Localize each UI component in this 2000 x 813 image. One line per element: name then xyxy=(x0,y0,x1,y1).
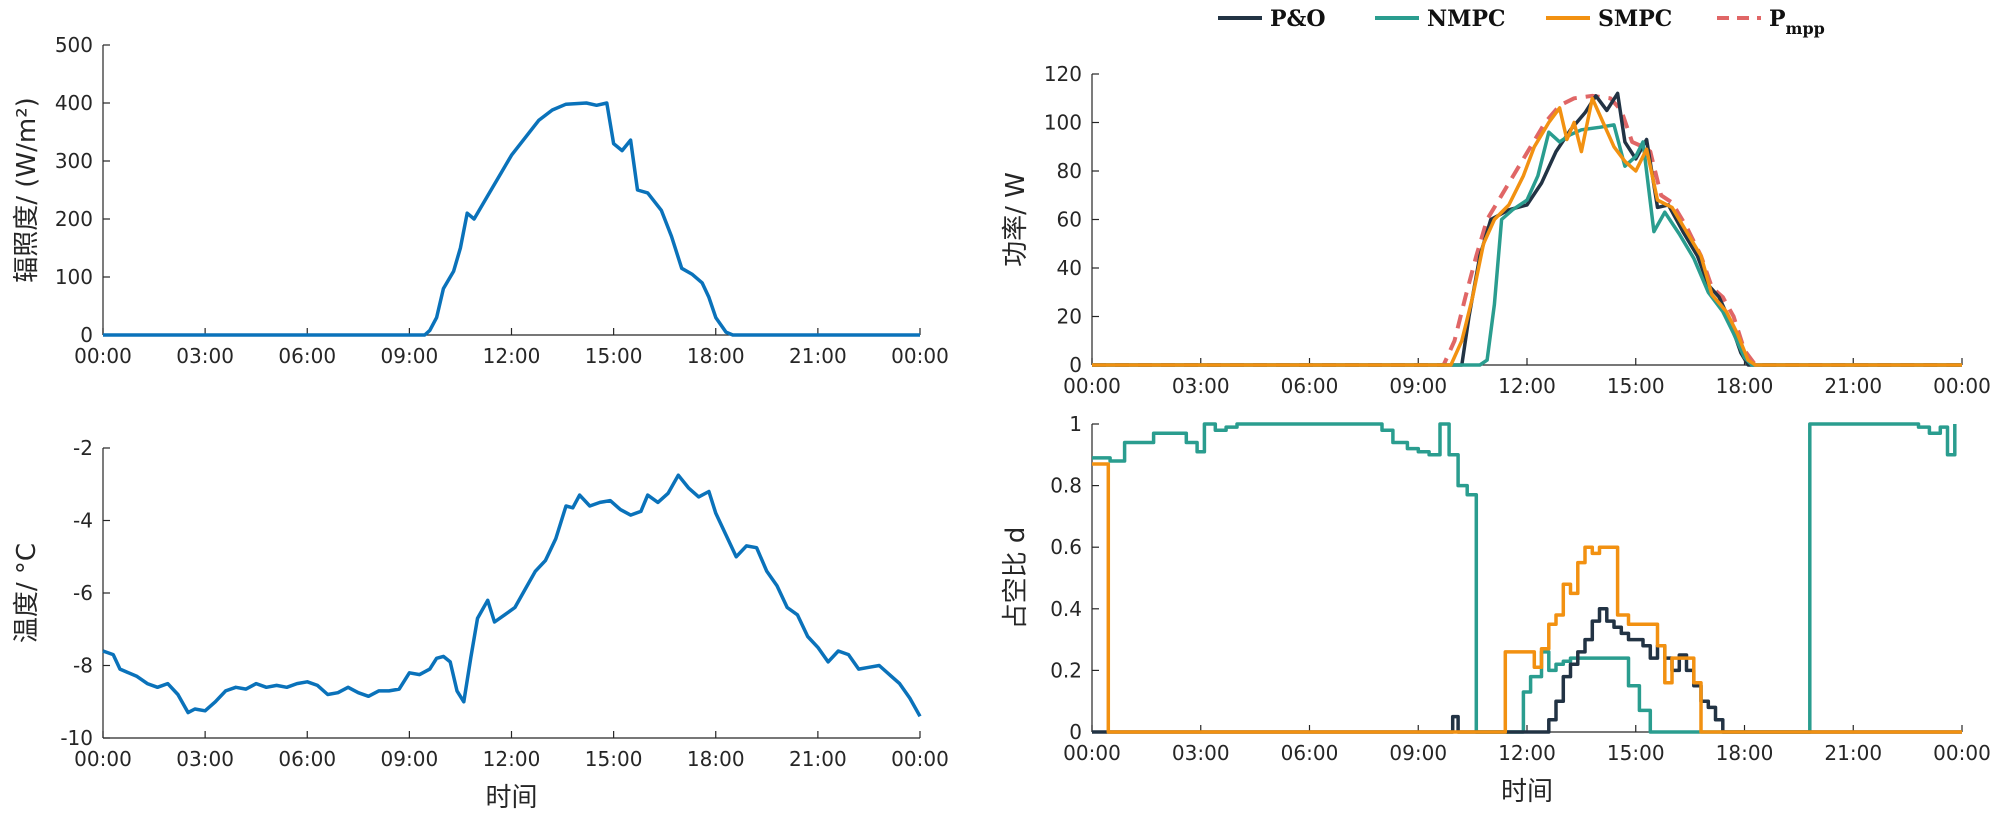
x-tick-label: 15:00 xyxy=(1607,374,1665,398)
series-line-po xyxy=(1092,91,1962,367)
y-axis-label: 辐照度/ (W/m²) xyxy=(12,97,42,283)
y-tick-label: 0 xyxy=(80,323,93,347)
y-tick-label: 120 xyxy=(1044,62,1082,86)
x-tick-label: 03:00 xyxy=(176,747,234,771)
x-tick-label: 15:00 xyxy=(1607,741,1665,765)
x-tick-label: 09:00 xyxy=(381,344,439,368)
legend-sub-pmpp: mpp xyxy=(1786,19,1825,38)
x-tick-label: 21:00 xyxy=(789,747,847,771)
power-plot: 0 20 40 60 80 100 120 00:00 03:00 06:00 09:00 12:00… xyxy=(1001,62,1991,398)
y-tick-label: 400 xyxy=(55,91,93,115)
y-tick-label: -10 xyxy=(60,726,93,750)
y-tick-label: 0.4 xyxy=(1050,597,1082,621)
x-tick-label: 18:00 xyxy=(687,344,745,368)
y-tick-label: 0 xyxy=(1069,720,1082,744)
x-tick-label: 03:00 xyxy=(1172,374,1230,398)
y-axis-label: 占空比 d xyxy=(1001,527,1031,630)
x-tick-label: 21:00 xyxy=(1824,741,1882,765)
legend-label-po: P&O xyxy=(1270,6,1326,32)
x-tick-label: 09:00 xyxy=(1389,374,1447,398)
x-tick-label: 00:00 xyxy=(1063,741,1121,765)
series-line-irr xyxy=(102,473,922,718)
x-tick-label: 15:00 xyxy=(585,747,643,771)
series-line-po xyxy=(1092,607,1962,734)
y-tick-label: 100 xyxy=(1044,111,1082,135)
x-tick-label: 09:00 xyxy=(381,747,439,771)
y-axis-label: 温度/ °C xyxy=(12,543,42,643)
x-tick-label: 12:00 xyxy=(483,747,541,771)
x-axis-label: 时间 xyxy=(485,783,537,813)
y-tick-label: 200 xyxy=(55,207,93,231)
y-tick-label: 500 xyxy=(55,33,93,57)
y-tick-label: 0.8 xyxy=(1050,474,1082,498)
temperature-plot: -10 -8 -6 -4 -2 00:00 03:00 06:00 09:00 12:00 15:0… xyxy=(12,436,949,813)
x-tick-label: 00:00 xyxy=(1933,741,1991,765)
y-tick-label: -2 xyxy=(73,436,93,460)
series-line-nmpc xyxy=(1092,422,1957,734)
y-axis-label: 功率/ W xyxy=(1001,172,1031,267)
x-tick-label: 06:00 xyxy=(1281,741,1339,765)
y-tick-label: 1 xyxy=(1069,412,1082,436)
duty-plot: 0 0.2 0.4 0.6 0.8 1 00:00 03:00 06:00 09:00 12:00 1… xyxy=(1001,412,1991,807)
x-tick-label: 00:00 xyxy=(74,747,132,771)
x-tick-label: 21:00 xyxy=(789,344,847,368)
x-tick-label: 06:00 xyxy=(278,344,336,368)
x-tick-label: 21:00 xyxy=(1824,374,1882,398)
x-tick-label: 00:00 xyxy=(1063,374,1121,398)
x-tick-label: 03:00 xyxy=(176,344,234,368)
x-tick-label: 12:00 xyxy=(1498,741,1556,765)
legend-label-pmpp: Pmpp xyxy=(1769,6,1825,38)
y-tick-label: 40 xyxy=(1057,256,1082,280)
x-axis-label: 时间 xyxy=(1501,777,1553,807)
y-tick-label: 0 xyxy=(1069,353,1082,377)
legend-label-nmpc: NMPC xyxy=(1427,6,1506,32)
series-line-nmpc xyxy=(1092,123,1962,367)
x-tick-label: 00:00 xyxy=(74,344,132,368)
series-line-irr xyxy=(103,101,920,337)
x-tick-label: 12:00 xyxy=(1498,374,1556,398)
irradiance-plot: 0 100 200 300 400 500 00:00 03:00 06:00 09:00 12:0… xyxy=(12,33,949,368)
legend-label-smpc: SMPC xyxy=(1598,6,1672,32)
x-tick-label: 18:00 xyxy=(1716,374,1774,398)
x-tick-label: 03:00 xyxy=(1172,741,1230,765)
y-tick-label: 100 xyxy=(55,265,93,289)
y-tick-label: 0.6 xyxy=(1050,535,1082,559)
y-tick-label: 20 xyxy=(1057,305,1082,329)
x-tick-label: 00:00 xyxy=(891,747,949,771)
x-tick-label: 09:00 xyxy=(1389,741,1447,765)
x-tick-label: 18:00 xyxy=(687,747,745,771)
y-tick-label: 80 xyxy=(1057,159,1082,183)
series-line-pmpp xyxy=(1092,93,1962,367)
series-line-smpc xyxy=(1092,462,1962,734)
y-tick-label: 0.2 xyxy=(1050,658,1082,682)
legend: P&O NMPC SMPC Pmpp xyxy=(1218,6,1825,38)
x-tick-label: 06:00 xyxy=(278,747,336,771)
y-tick-label: -6 xyxy=(73,581,93,605)
x-tick-label: 00:00 xyxy=(1933,374,1991,398)
series-line-smpc xyxy=(1092,96,1962,367)
x-tick-label: 00:00 xyxy=(891,344,949,368)
x-tick-label: 12:00 xyxy=(483,344,541,368)
y-tick-label: 60 xyxy=(1057,208,1082,232)
x-tick-label: 15:00 xyxy=(585,344,643,368)
y-tick-label: -8 xyxy=(73,654,93,678)
y-tick-label: 300 xyxy=(55,149,93,173)
x-tick-label: 18:00 xyxy=(1716,741,1774,765)
x-tick-label: 06:00 xyxy=(1281,374,1339,398)
y-tick-label: -4 xyxy=(73,509,93,533)
